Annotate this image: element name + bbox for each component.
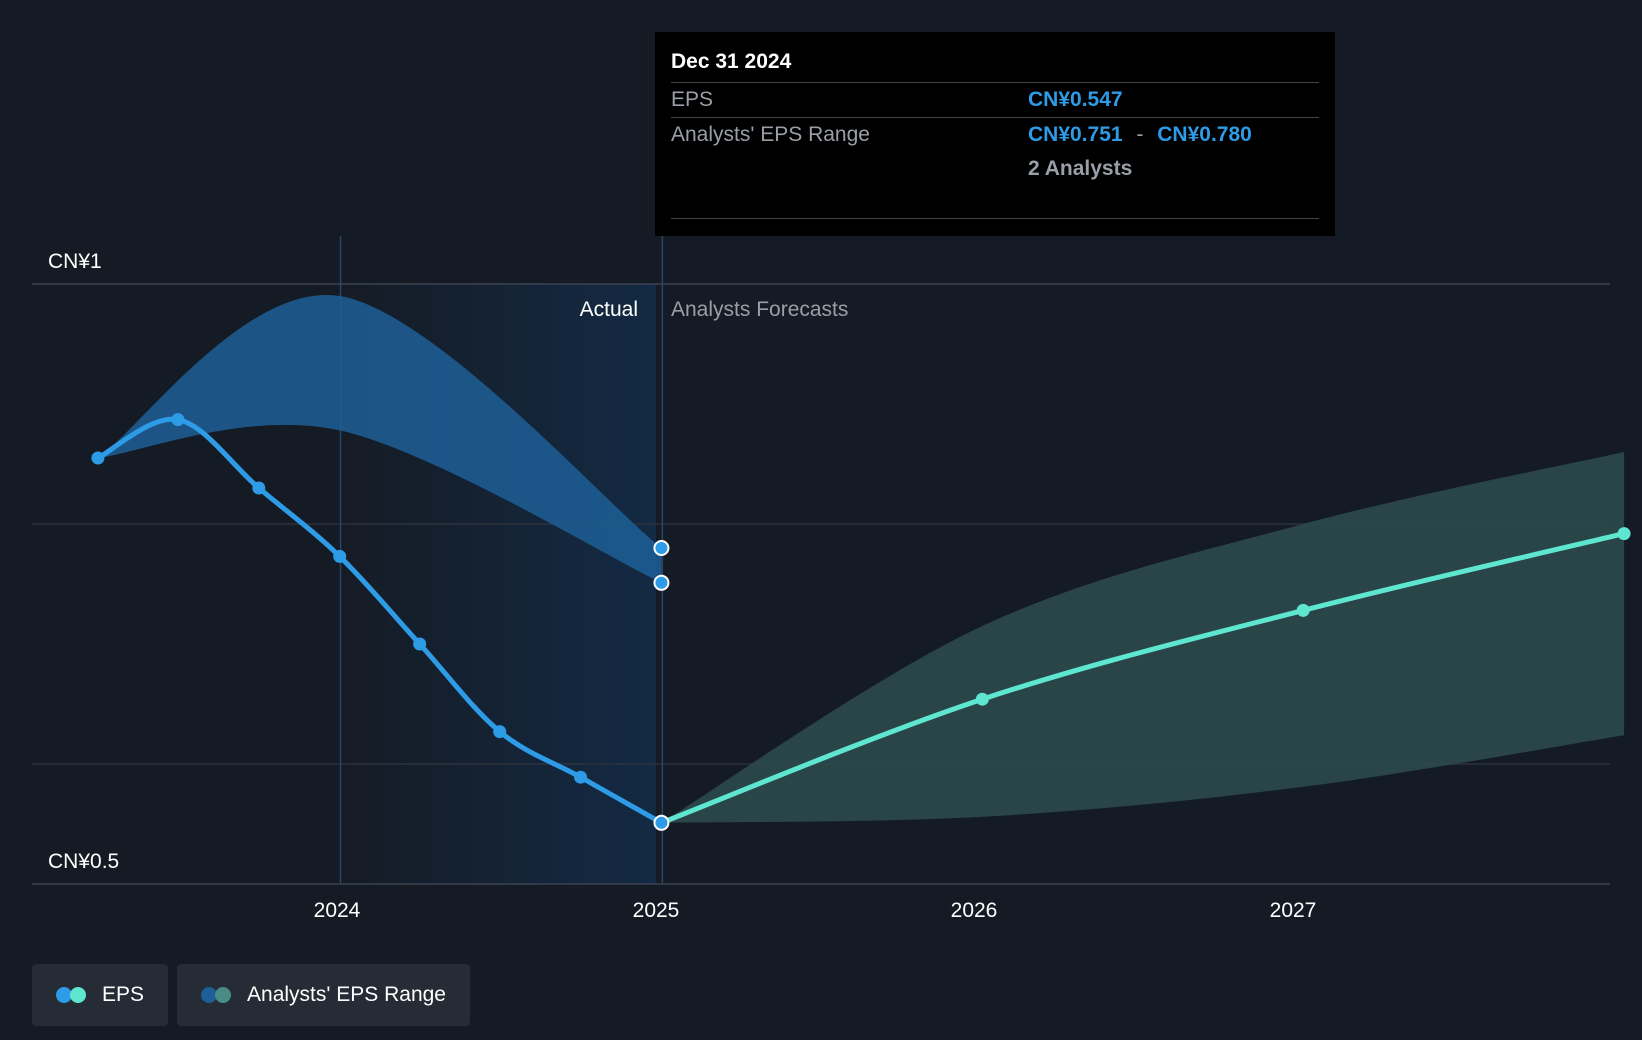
eps-forecast-point <box>1296 603 1310 617</box>
tooltip-analyst-count: 2 Analysts <box>1028 157 1133 180</box>
y-tick-label-bottom: CN¥0.5 <box>48 850 119 873</box>
tooltip-range-label: Analysts' EPS Range <box>671 123 870 146</box>
forecast-region-label: Analysts Forecasts <box>671 298 848 321</box>
legend-item-eps[interactable]: EPS <box>32 964 169 1026</box>
x-tick-label-2025: 2025 <box>633 899 680 922</box>
eps-actual-point <box>574 770 588 784</box>
x-tick-label-2027: 2027 <box>1270 899 1317 922</box>
eps-actual-point <box>333 549 347 563</box>
tooltip-divider <box>671 218 1319 219</box>
range-legend-icon <box>201 987 232 1003</box>
range-highlight-point <box>653 540 670 556</box>
eps-actual-point <box>493 725 507 739</box>
hover-tooltip: Dec 31 2024 EPS CN¥0.547 Analysts' EPS R… <box>655 32 1335 236</box>
tooltip-analysts-row: 2 Analysts <box>671 152 1319 186</box>
eps-actual-point <box>413 637 427 651</box>
tooltip-eps-value: CN¥0.547 <box>1028 88 1123 111</box>
eps-actual-point <box>653 814 670 831</box>
tooltip-eps-label: EPS <box>671 88 714 111</box>
tooltip-range-row: Analysts' EPS Range CN¥0.751 - CN¥0.780 <box>671 118 1319 152</box>
tooltip-range-low: CN¥0.751 <box>1028 123 1123 146</box>
tooltip-range-separator: - <box>1136 123 1144 146</box>
eps-actual-point <box>171 413 185 427</box>
eps-forecast-point <box>1617 527 1631 541</box>
eps-forecast-line <box>658 531 1627 826</box>
legend-eps-label: EPS <box>102 983 145 1006</box>
eps-actual-point <box>91 451 105 465</box>
eps-legend-icon <box>56 987 86 1003</box>
tooltip-eps-row: EPS CN¥0.547 <box>671 83 1319 118</box>
x-tick-label-2026: 2026 <box>951 899 998 922</box>
eps-actual-line <box>95 416 664 826</box>
x-tick-label-2024: 2024 <box>314 899 361 922</box>
analyst-range-past-area <box>97 294 662 583</box>
legend-item-analysts-range[interactable]: Analysts' EPS Range <box>177 964 470 1026</box>
eps-forecast-point <box>975 692 989 706</box>
y-tick-label-top: CN¥1 <box>48 250 102 273</box>
legend-range-label: Analysts' EPS Range <box>247 983 446 1006</box>
tooltip-range-high: CN¥0.780 <box>1157 123 1252 146</box>
actual-region-label: Actual <box>580 298 638 321</box>
chart-legend: EPS Analysts' EPS Range <box>32 964 470 1026</box>
range-highlight-point <box>653 574 670 591</box>
tooltip-date: Dec 31 2024 <box>671 32 1319 83</box>
eps-actual-point <box>252 481 266 495</box>
